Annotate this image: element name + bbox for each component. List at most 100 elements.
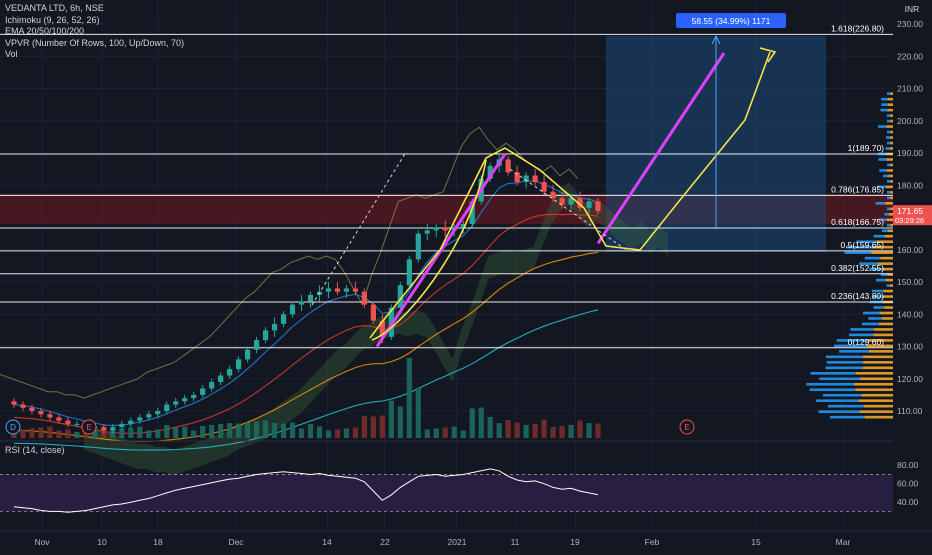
candle xyxy=(182,398,187,401)
vpvr-bar-up xyxy=(886,284,890,287)
price-tick-label: 220.00 xyxy=(897,51,923,61)
candle xyxy=(47,414,52,417)
legend-ema[interactable]: EMA 20/50/100/200 xyxy=(5,26,184,38)
vpvr-bar-down xyxy=(864,405,893,408)
vpvr-bar-down xyxy=(856,372,893,375)
candle xyxy=(65,421,70,424)
vpvr-bar-up xyxy=(887,120,890,123)
volume-bar xyxy=(533,424,538,438)
candle xyxy=(344,288,349,291)
vpvr-bar-up xyxy=(884,213,889,216)
volume-bar xyxy=(137,427,142,439)
event-marker[interactable]: E xyxy=(82,420,96,434)
candle xyxy=(443,227,448,230)
vpvr-bar-up xyxy=(873,306,884,309)
candle xyxy=(245,350,250,360)
vpvr-bar-up xyxy=(811,372,856,375)
volume-bar xyxy=(65,430,70,439)
vpvr-bar-up xyxy=(882,229,888,232)
volume-bar xyxy=(20,430,25,439)
vpvr-bar-up xyxy=(886,147,890,150)
legend-ichimoku[interactable]: Ichimoku (9, 26, 52, 26) xyxy=(5,15,184,27)
time-tick-label: 2021 xyxy=(448,537,467,547)
candle xyxy=(128,421,133,424)
price-tick-label: 160.00 xyxy=(897,245,923,255)
vpvr-bar-down xyxy=(863,361,893,364)
candle xyxy=(308,295,313,301)
price-tick-label: 130.00 xyxy=(897,342,923,352)
volume-bar xyxy=(164,425,169,438)
rsi-tick-label: 40.00 xyxy=(897,497,919,507)
price-tick-label: 210.00 xyxy=(897,84,923,94)
volume-bar xyxy=(362,416,367,438)
fib-level-label: 1.618(226.80) xyxy=(831,23,884,33)
bar-countdown: 03:29:26 xyxy=(895,216,924,225)
vpvr-bar-up xyxy=(887,164,890,167)
volume-bar xyxy=(407,358,412,438)
vpvr-bar-up xyxy=(880,109,887,112)
volume-bar xyxy=(398,407,403,439)
vpvr-bar-up xyxy=(887,191,890,194)
candle xyxy=(362,292,367,305)
event-marker-label: E xyxy=(684,423,689,432)
candle xyxy=(263,330,268,340)
vpvr-bar-up xyxy=(863,312,880,315)
volume-bar xyxy=(488,417,493,438)
time-tick-label: Nov xyxy=(34,537,50,547)
rsi-legend[interactable]: RSI (14, close) xyxy=(5,445,65,455)
vpvr-bar-up xyxy=(887,197,890,200)
event-marker[interactable]: E xyxy=(680,420,694,434)
rsi-band xyxy=(0,474,893,511)
volume-bar xyxy=(281,424,286,439)
vpvr-bar-down xyxy=(888,103,893,106)
candle xyxy=(416,234,421,260)
volume-bar xyxy=(380,416,385,439)
volume-bar xyxy=(353,428,358,439)
candle xyxy=(236,359,241,369)
vpvr-bar-down xyxy=(861,394,893,397)
vpvr-bar-down xyxy=(869,350,893,353)
vpvr-bar-down xyxy=(886,158,893,161)
measure-label-group: 58.55 (34.99%) 1171 xyxy=(676,13,786,28)
price-tick-label: 230.00 xyxy=(897,19,923,29)
volume-bar xyxy=(182,427,187,439)
vpvr-bar-down xyxy=(890,224,893,227)
legend-vpvr[interactable]: VPVR (Number Of Rows, 100, Up/Down, 70) xyxy=(5,38,184,50)
vpvr-bar-up xyxy=(819,410,860,413)
price-tick-label: 200.00 xyxy=(897,116,923,126)
volume-bar xyxy=(155,430,160,439)
vpvr-bar-up xyxy=(862,323,879,326)
volume-bar xyxy=(128,428,133,439)
vpvr-bar-up xyxy=(851,328,874,331)
vpvr-bar-up xyxy=(828,405,864,408)
vpvr-bar-up xyxy=(876,202,886,205)
vpvr-bar-down xyxy=(890,136,893,139)
currency-label: INR xyxy=(905,4,920,14)
fib-level-label: 0.5(159.65) xyxy=(841,240,885,250)
volume-bar xyxy=(416,388,421,438)
volume-bar xyxy=(236,424,241,439)
volume-bar xyxy=(173,428,178,439)
vpvr-bar-up xyxy=(887,142,890,145)
candle xyxy=(146,414,151,417)
legend-vol[interactable]: Vol xyxy=(5,49,184,61)
volume-bar xyxy=(299,429,304,439)
time-tick-label: Feb xyxy=(645,537,660,547)
volume-bar xyxy=(595,424,600,439)
vpvr-bar-down xyxy=(888,98,893,101)
vpvr-bar-down xyxy=(890,208,893,211)
volume-bar xyxy=(550,427,555,438)
vpvr-bar-up xyxy=(876,279,885,282)
event-marker[interactable]: D xyxy=(6,420,20,434)
vpvr-bar-down xyxy=(887,169,893,172)
measure-label: 58.55 (34.99%) 1171 xyxy=(692,16,771,26)
time-tick-label: Dec xyxy=(228,537,244,547)
vpvr-bar-down xyxy=(863,356,893,359)
vpvr-bar-up xyxy=(844,251,871,254)
symbol-title[interactable]: VEDANTA LTD, 6h, NSE xyxy=(5,3,184,15)
vpvr-bar-up xyxy=(879,169,887,172)
vpvr-bar-down xyxy=(860,410,893,413)
candle xyxy=(371,305,376,321)
